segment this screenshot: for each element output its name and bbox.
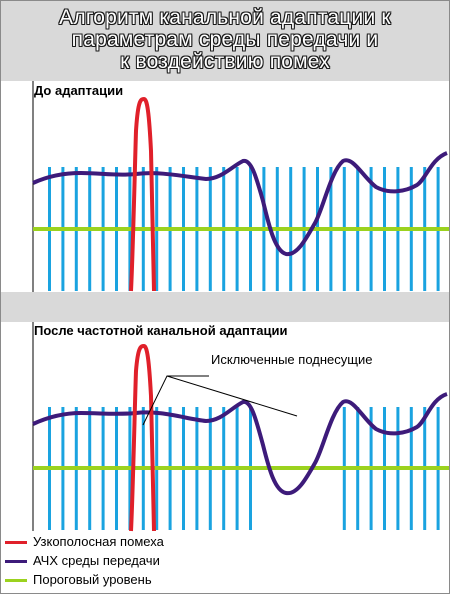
legend-label-threshold: Пороговый уровень (33, 572, 152, 587)
title-line-2: параметрам среды передачи и (71, 28, 379, 51)
excluded-subcarriers-callout: Исключенные поднесущие (211, 352, 373, 367)
panel-top-label: До адаптации (34, 83, 124, 98)
legend: Узкополосная помеха АЧХ среды передачи П… (1, 531, 449, 593)
figure-title: Алгоритм канальной адаптации к параметра… (1, 7, 449, 73)
legend-item-response: АЧХ среды передачи (1, 552, 449, 570)
legend-label-interference: Узкополосная помеха (33, 534, 164, 549)
panel-top-bg (33, 81, 449, 292)
title-band: Алгоритм канальной адаптации к параметра… (1, 1, 449, 81)
legend-item-interference: Узкополосная помеха (1, 533, 449, 551)
panel-top-narrowband-interference (129, 96, 156, 292)
panel-bottom-label: После частотной канальной адаптации (34, 323, 288, 338)
title-line-1: Алгоритм канальной адаптации к (59, 6, 391, 29)
legend-swatch-response (5, 560, 27, 563)
panel-separator-band (1, 292, 449, 322)
legend-label-response: АЧХ среды передачи (33, 553, 160, 568)
legend-item-threshold: Пороговый уровень (1, 571, 449, 589)
legend-swatch-interference (5, 541, 27, 544)
panel-bottom-narrowband-interference (129, 343, 156, 532)
callout-leader-right (166, 375, 298, 417)
legend-swatch-threshold (5, 579, 27, 582)
title-line-3: к воздействию помех (120, 50, 330, 73)
